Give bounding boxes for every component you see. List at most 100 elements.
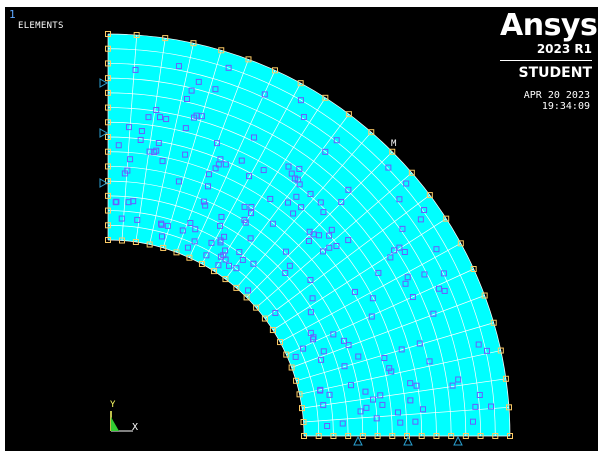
inner-edge-marker	[222, 276, 229, 283]
bottom-edge-marker	[477, 433, 484, 439]
left-edge-marker	[105, 60, 111, 67]
bottom-edge-marker	[433, 433, 440, 439]
mesh-radial-line	[286, 268, 474, 355]
inner-edge-marker	[132, 238, 139, 245]
node-marker	[208, 239, 215, 246]
mesh-radial-line	[246, 151, 393, 298]
mesh-radial-line	[301, 378, 506, 409]
inner-edge-marker	[288, 364, 295, 371]
node-marker	[125, 124, 132, 131]
node-marker	[134, 216, 141, 223]
node-marker	[195, 78, 202, 85]
bottom-edge-marker	[345, 433, 352, 439]
node-marker	[217, 222, 224, 229]
triad-x-label: X	[132, 422, 139, 433]
bottom-edge-marker	[301, 433, 307, 439]
node-marker	[200, 198, 207, 205]
node-marker	[469, 418, 476, 425]
y-support-icon	[403, 435, 413, 446]
node-marker	[156, 114, 163, 121]
ansys-logo: Ansys 2023 R1 STUDENT	[500, 8, 598, 82]
constraint-markers	[105, 31, 513, 439]
node-marker	[412, 418, 419, 425]
node-marker	[341, 363, 348, 370]
node-marker	[416, 340, 423, 347]
node-marker	[488, 403, 495, 410]
node-marker	[297, 97, 304, 104]
node-marker	[419, 406, 426, 413]
node-marker	[483, 347, 490, 354]
node-marker	[191, 238, 198, 245]
node-marker	[241, 216, 248, 223]
node-marker	[151, 149, 158, 156]
left-edge-marker	[105, 222, 111, 229]
bottom-edge-marker	[315, 433, 322, 439]
node-marker	[476, 391, 483, 398]
logo-wordmark: Ansys	[500, 8, 598, 43]
node-marker	[175, 63, 182, 70]
x-support-icon	[99, 128, 109, 138]
outer-edge-marker	[133, 32, 140, 39]
left-edge-marker	[105, 134, 111, 140]
node-marker	[198, 113, 205, 120]
node-marker	[355, 353, 362, 360]
node-marker	[449, 382, 456, 389]
y-support-icon	[453, 435, 463, 446]
node-marker	[320, 348, 327, 355]
node-marker	[248, 203, 255, 210]
node-marker	[246, 173, 253, 180]
node-marker	[351, 288, 358, 295]
node-marker	[403, 180, 410, 187]
node-marker	[284, 199, 291, 206]
node-marker	[261, 91, 268, 98]
mesh-radial-line	[279, 243, 461, 343]
mesh-radial-line	[264, 194, 431, 319]
inner-edge-marker	[186, 254, 193, 261]
mesh-radial-line	[295, 322, 494, 382]
node-marker	[182, 151, 189, 158]
node-marker	[421, 271, 428, 278]
node-marker	[430, 310, 437, 317]
node-marker	[307, 190, 314, 197]
node-marker	[345, 237, 352, 244]
node-marker	[138, 128, 145, 135]
left-edge-marker	[105, 104, 111, 111]
mesh-radial-line	[272, 218, 447, 331]
outer-edge-marker	[297, 80, 304, 87]
mesh-radial-line	[162, 50, 222, 249]
outer-edge-marker	[162, 35, 169, 42]
x-support-icon	[99, 78, 109, 88]
outer-edge-marker	[245, 56, 252, 63]
node-marker	[319, 248, 326, 255]
outer-edge-marker	[481, 292, 488, 299]
node-marker	[212, 86, 219, 93]
node-marker	[239, 256, 246, 263]
node-marker	[155, 140, 162, 147]
outer-edge-marker	[389, 148, 396, 155]
node-marker	[421, 206, 428, 213]
left-edge-marker	[105, 178, 111, 185]
outer-edge-marker	[408, 169, 415, 176]
node-marker	[440, 270, 447, 277]
node-marker	[132, 66, 139, 73]
node-marker	[221, 233, 228, 240]
graphics-viewport[interactable]: M 1 ELEMENTS Ansys 2023 R1 STUDENT APR 2…	[5, 7, 598, 451]
node-marker	[324, 422, 331, 429]
left-edge-marker	[105, 163, 111, 170]
bottom-edge-marker	[507, 433, 513, 439]
node-marker	[377, 392, 384, 399]
bottom-edge-marker	[330, 433, 337, 439]
inner-edge-marker	[253, 304, 260, 311]
outer-edge-marker	[218, 47, 225, 54]
mesh-radial-line	[135, 38, 166, 243]
node-marker	[250, 260, 257, 267]
inner-edge-marker	[299, 405, 306, 412]
outer-edge-marker	[322, 94, 329, 101]
support-symbols	[99, 78, 463, 446]
node-marker	[288, 170, 295, 177]
node-marker	[333, 243, 340, 250]
node-marker	[385, 164, 392, 171]
mesh-radial-line	[291, 295, 485, 368]
mesh-radial-line	[255, 172, 413, 308]
